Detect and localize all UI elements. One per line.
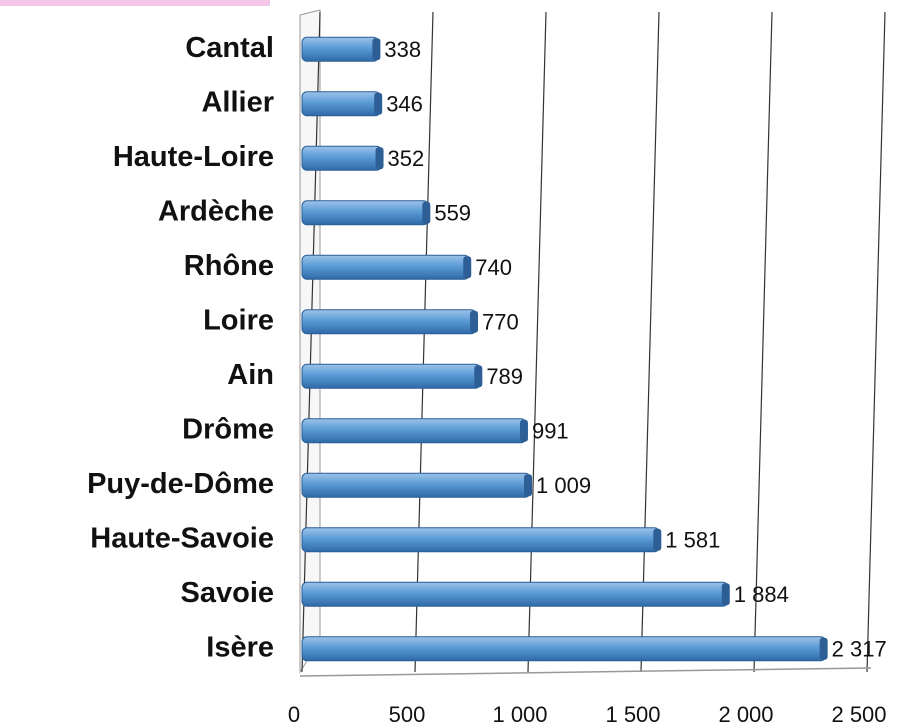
- y-tick-label: Puy-de-Dôme: [87, 468, 274, 500]
- value-label: 352: [388, 146, 425, 171]
- bar-cap: [422, 201, 431, 224]
- bar: [301, 145, 383, 171]
- bar-cap: [470, 310, 479, 333]
- y-tick-label: Cantal: [185, 32, 274, 64]
- grid-line: [527, 11, 547, 673]
- x-tick-label: 1 500: [605, 702, 660, 727]
- y-tick-label: Haute-Loire: [113, 141, 274, 173]
- y-tick-label: Loire: [203, 304, 274, 336]
- bar-cap: [819, 637, 828, 660]
- value-label: 346: [386, 92, 423, 117]
- value-label: 789: [486, 364, 523, 389]
- bar-cap: [524, 474, 533, 497]
- y-tick-label: Drôme: [182, 413, 274, 445]
- grid-line: [753, 11, 773, 673]
- value-label: 1 884: [734, 582, 789, 607]
- bar-cap: [463, 256, 472, 279]
- bar-cap: [653, 528, 662, 551]
- x-tick-label: 500: [389, 702, 426, 727]
- y-tick-label: Allier: [201, 86, 274, 118]
- x-tick-label: 2 000: [718, 702, 773, 727]
- bar-cap: [375, 147, 384, 170]
- value-label: 559: [434, 201, 471, 226]
- bar: [301, 636, 827, 662]
- value-label: 1 581: [665, 528, 720, 553]
- y-tick-label: Rhône: [184, 250, 274, 282]
- decoration: [0, 0, 270, 6]
- bar: [301, 418, 527, 444]
- y-tick-label: Haute-Savoie: [90, 522, 274, 554]
- bar-cap: [474, 365, 483, 388]
- x-tick-label: 0: [288, 702, 300, 727]
- value-label: 740: [475, 255, 512, 280]
- y-tick-label: Ardèche: [158, 195, 274, 227]
- y-tick-label: Isère: [206, 631, 274, 663]
- bar: [301, 472, 531, 498]
- bar-cap: [372, 38, 381, 61]
- value-label: 770: [482, 310, 519, 335]
- y-tick-label: Savoie: [181, 577, 275, 609]
- bar: [301, 91, 381, 117]
- floor-line: [299, 667, 872, 677]
- value-label: 338: [384, 37, 421, 62]
- bar: [301, 309, 477, 335]
- bar: [301, 36, 379, 62]
- bar-cap: [721, 583, 730, 606]
- bar: [301, 200, 429, 226]
- x-tick-label: 2 500: [831, 702, 886, 727]
- bar: [301, 363, 481, 389]
- grid-line: [866, 11, 886, 673]
- bar: [301, 581, 729, 607]
- y-tick-label: Ain: [227, 359, 274, 391]
- value-label: 991: [532, 419, 569, 444]
- value-label: 1 009: [536, 473, 591, 498]
- value-label: 2 317: [832, 637, 887, 662]
- bar: [301, 527, 660, 553]
- bar-cap: [519, 419, 528, 442]
- grid-line: [301, 11, 321, 673]
- grid-line: [414, 11, 434, 673]
- bar: [301, 254, 470, 280]
- grid-line: [640, 11, 660, 673]
- bar-cap: [374, 92, 383, 115]
- x-tick-label: 1 000: [492, 702, 547, 727]
